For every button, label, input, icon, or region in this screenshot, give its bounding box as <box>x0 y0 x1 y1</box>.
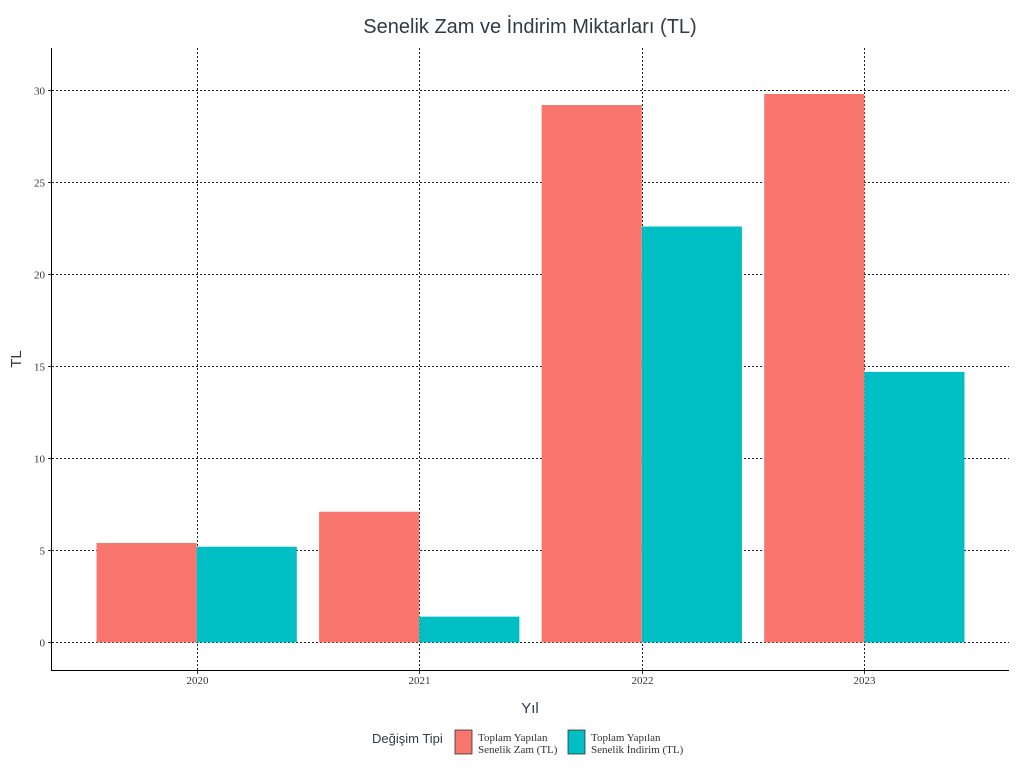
x-tick-label: 2023 <box>854 675 877 687</box>
x-tick-labels: 2020 2021 2022 2023 <box>187 675 877 687</box>
legend-label: Toplam Yapılan <box>591 732 661 744</box>
y-tick-label: 10 <box>34 454 46 466</box>
bar-indirim-2022 <box>641 226 742 643</box>
chart-title: Senelik Zam ve İndirim Miktarları (TL) <box>363 15 696 38</box>
y-tick-label: 15 <box>34 362 46 374</box>
y-axis-title: TL <box>8 350 25 368</box>
y-tick-label: 5 <box>40 546 46 558</box>
bar-indirim-2021 <box>419 616 520 643</box>
x-tick-label: 2021 <box>409 675 431 687</box>
bar-indirim-2023 <box>864 371 965 643</box>
bar-zam-2022 <box>541 105 642 643</box>
bar-zam-2020 <box>96 543 197 643</box>
legend-label: Senelik İndirim (TL) <box>591 744 684 756</box>
bar-zam-2021 <box>319 511 420 643</box>
bars-layer <box>96 94 965 643</box>
y-tick-labels: 0 5 10 15 20 25 30 <box>34 86 46 650</box>
bar-indirim-2020 <box>196 546 297 643</box>
bar-zam-2023 <box>764 94 865 643</box>
legend-swatch <box>567 729 586 755</box>
y-tick-label: 0 <box>40 638 46 650</box>
legend-label: Senelik Zam (TL) <box>478 744 558 756</box>
y-tick-label: 30 <box>34 86 46 98</box>
y-tick-label: 20 <box>34 270 46 282</box>
x-axis-title: Yıl <box>521 700 539 717</box>
x-tick-label: 2022 <box>632 675 654 687</box>
x-tick-label: 2020 <box>187 675 210 687</box>
y-tick-label: 25 <box>34 178 46 190</box>
legend-label: Toplam Yapılan <box>478 732 548 744</box>
legend-swatch <box>454 729 473 755</box>
legend-title: Değişim Tipi <box>372 731 443 746</box>
